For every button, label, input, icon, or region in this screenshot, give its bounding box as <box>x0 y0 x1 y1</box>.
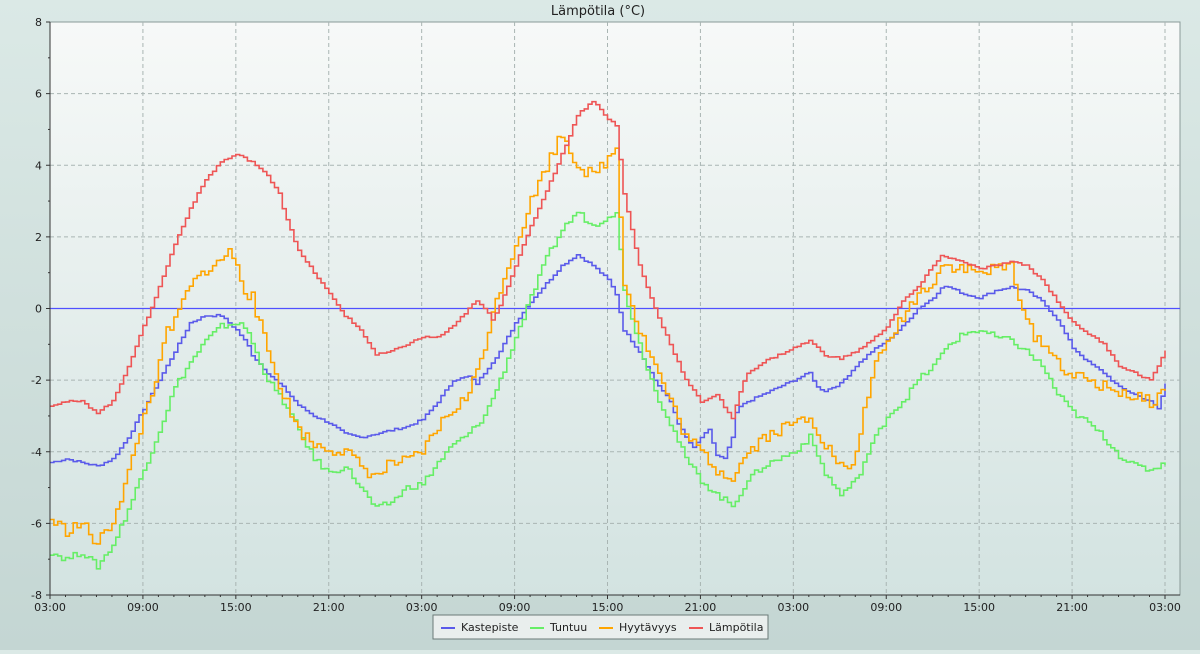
x-tick-label: 03:00 <box>406 601 438 614</box>
legend-label-1: Tuntuu <box>549 621 587 634</box>
legend: Kastepiste Tuntuu Hyytävyys Lämpötila <box>432 614 769 640</box>
x-tick-label: 03:00 <box>777 601 809 614</box>
x-tick-label: 09:00 <box>870 601 902 614</box>
grid-lines <box>50 22 1180 595</box>
x-tick-label: 09:00 <box>499 601 531 614</box>
y-tick-label: -6 <box>31 517 42 530</box>
x-tick-label: 15:00 <box>220 601 252 614</box>
y-tick-label: -2 <box>31 374 42 387</box>
legend-label-3: Lämpötila <box>709 621 763 634</box>
x-tick-label: 21:00 <box>1056 601 1088 614</box>
legend-label-2: Hyytävyys <box>619 621 677 634</box>
x-tick-label: 21:00 <box>313 601 345 614</box>
legend-label-0: Kastepiste <box>461 621 519 634</box>
series-line-1 <box>50 211 1166 570</box>
y-tick-label: 4 <box>35 159 42 172</box>
y-tick-label: 0 <box>35 303 42 316</box>
x-tick-label: 03:00 <box>1149 601 1181 614</box>
y-tick-label: 6 <box>35 88 42 101</box>
series-line-0 <box>50 254 1166 467</box>
y-tick-label: -8 <box>31 589 42 602</box>
chart-title: Lämpötila (°C) <box>551 4 645 19</box>
y-tick-label: 8 <box>35 16 42 29</box>
y-tick-label: 2 <box>35 231 42 244</box>
axes: -8 -6 -4 -2 0 2 4 6 8 03:00 09:00 15:00 21:00 03:00 09… <box>31 16 1181 614</box>
series-line-2 <box>50 135 1166 545</box>
x-tick-label: 15:00 <box>963 601 995 614</box>
x-tick-label: 03:00 <box>34 601 66 614</box>
series-line-3 <box>50 100 1166 420</box>
x-tick-label: 21:00 <box>685 601 717 614</box>
series-layer <box>50 100 1166 570</box>
y-tick-label: -4 <box>31 446 42 459</box>
x-tick-label: 15:00 <box>592 601 624 614</box>
x-tick-label: 09:00 <box>127 601 159 614</box>
